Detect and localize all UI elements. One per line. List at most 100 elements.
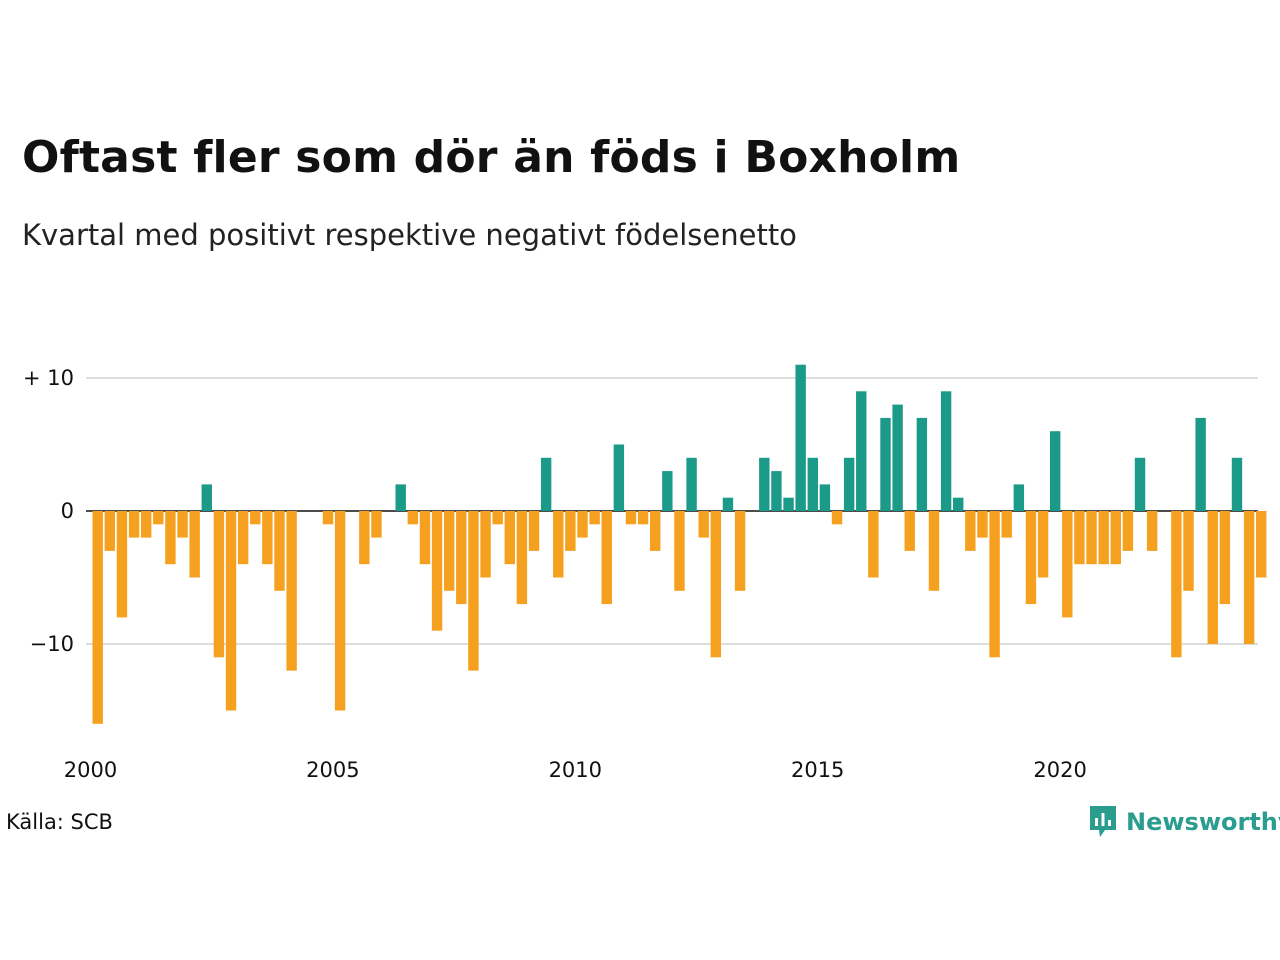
- bar: [686, 457, 697, 511]
- bar: [710, 511, 722, 658]
- x-tick-label: 2015: [791, 758, 844, 782]
- bar: [177, 511, 188, 538]
- bar: [395, 484, 406, 511]
- bar: [1146, 511, 1158, 551]
- bar: [1001, 511, 1012, 538]
- bar: [334, 511, 346, 711]
- bar: [880, 417, 891, 511]
- bar: [1062, 511, 1073, 618]
- bar: [577, 511, 588, 538]
- bar: [419, 511, 431, 565]
- bar: [201, 484, 212, 511]
- bar: [807, 457, 818, 511]
- bar: [734, 511, 746, 591]
- bar: [1256, 511, 1267, 578]
- bar: [1110, 511, 1121, 565]
- bar: [250, 511, 261, 525]
- bar: [468, 511, 479, 671]
- bar: [795, 364, 806, 511]
- bar: [977, 511, 988, 538]
- bar-chart: + 10 0 −10 2000 2005 2010 2015 2020: [23, 364, 1267, 782]
- chart-subtitle: Kvartal med positivt respektive negativt…: [22, 218, 797, 252]
- bar: [237, 511, 249, 565]
- bar: [771, 471, 782, 511]
- bar: [1074, 511, 1085, 565]
- bar: [722, 497, 734, 511]
- bar: [1243, 511, 1255, 644]
- bar: [504, 511, 515, 565]
- bar: [359, 511, 370, 565]
- y-tick-label: 0: [61, 499, 74, 523]
- bar: [819, 484, 831, 511]
- bar: [783, 497, 794, 511]
- bar: [456, 511, 467, 605]
- bar: [1049, 431, 1061, 511]
- bar: [92, 511, 103, 724]
- bar: [116, 511, 128, 618]
- bar: [831, 511, 843, 525]
- bar: [1098, 511, 1109, 565]
- bar: [1122, 511, 1134, 551]
- bar: [1231, 457, 1243, 511]
- bar: [1013, 484, 1025, 511]
- bar: [540, 457, 552, 511]
- bar: [480, 511, 491, 578]
- bar: [104, 511, 116, 551]
- bar: [928, 511, 940, 591]
- bar: [892, 404, 903, 511]
- bar: [868, 511, 879, 578]
- bar: [965, 511, 976, 551]
- bar: [565, 511, 576, 551]
- bar: [1219, 511, 1231, 605]
- bar: [371, 511, 382, 538]
- bar: [1134, 457, 1146, 511]
- y-tick-label: + 10: [23, 366, 74, 390]
- bar: [262, 511, 273, 565]
- chart-title: Oftast fler som dör än föds i Boxholm: [22, 132, 961, 183]
- bar: [698, 511, 709, 538]
- bar: [904, 511, 915, 551]
- bar: [165, 511, 176, 565]
- bar: [989, 511, 1000, 658]
- x-tick-label: 2010: [549, 758, 602, 782]
- bar: [1183, 511, 1194, 591]
- x-tick-label: 2000: [64, 758, 117, 782]
- bar: [407, 511, 419, 525]
- bar: [589, 511, 600, 525]
- newsworthy-logo: Newsworthy: [1088, 804, 1280, 840]
- bar: [953, 497, 964, 511]
- source-note: Källa: SCB: [6, 810, 113, 834]
- bar: [940, 391, 952, 511]
- x-tick-label: 2020: [1033, 758, 1086, 782]
- bar: [637, 511, 649, 525]
- y-tick-label: −10: [30, 632, 74, 656]
- bar: [128, 511, 140, 538]
- bar: [189, 511, 200, 578]
- x-axis-ticks: 2000 2005 2010 2015 2020: [64, 758, 1087, 782]
- bar: [1207, 511, 1218, 644]
- bar: [1171, 511, 1182, 658]
- bar: [516, 511, 528, 605]
- bar: [843, 457, 855, 511]
- bar: [286, 511, 297, 671]
- bar: [140, 511, 152, 538]
- bar: [153, 511, 164, 525]
- bar: [674, 511, 685, 591]
- bar: [759, 457, 770, 511]
- y-axis-ticks: + 10 0 −10: [23, 366, 74, 656]
- bar: [213, 511, 225, 658]
- bar: [1025, 511, 1037, 605]
- newsworthy-logo-icon: [1090, 806, 1116, 837]
- bar: [322, 511, 334, 525]
- newsworthy-logo-text: Newsworthy: [1126, 808, 1280, 836]
- bar: [443, 511, 455, 591]
- bar: [916, 417, 928, 511]
- bar: [528, 511, 540, 551]
- bar: [856, 391, 867, 511]
- bar: [225, 511, 237, 711]
- bar: [601, 511, 612, 605]
- bar: [553, 511, 564, 578]
- bar: [1086, 511, 1097, 565]
- bar: [274, 511, 285, 591]
- bar: [650, 511, 661, 551]
